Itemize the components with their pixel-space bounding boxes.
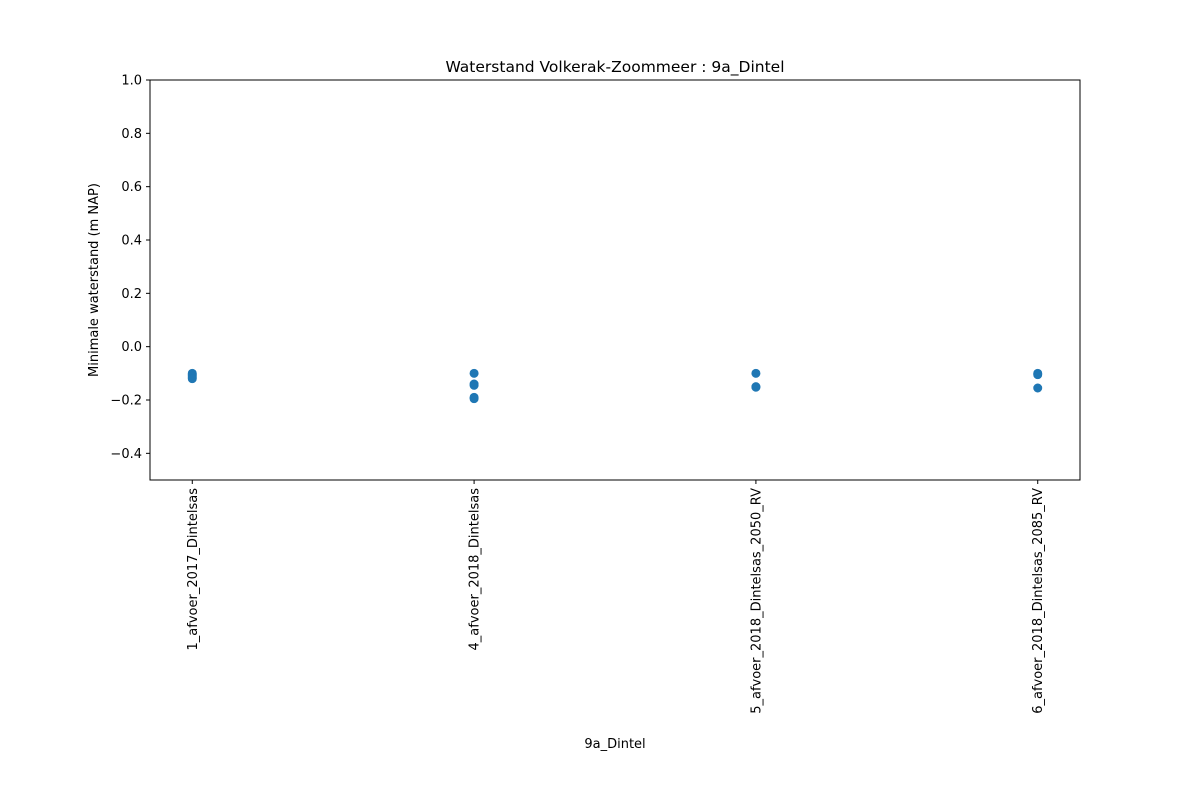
- chart-title: Waterstand Volkerak-Zoommeer : 9a_Dintel: [445, 58, 784, 77]
- data-point: [187, 374, 197, 384]
- x-tick-label: 1_afvoer_2017_Dintelsas: [186, 488, 201, 651]
- y-tick-label: 0.6: [121, 180, 142, 195]
- data-point: [1033, 370, 1043, 380]
- x-tick-label: 5_afvoer_2018_Dintelsas_2050_RV: [749, 488, 764, 714]
- y-tick-label: 0.4: [121, 234, 142, 249]
- data-point: [469, 394, 479, 404]
- y-tick-label: 0.2: [121, 287, 142, 302]
- data-point: [751, 382, 761, 392]
- y-axis: −0.4 −0.2 0.0 0.2 0.4 0.6 0.8 1.0: [110, 74, 150, 462]
- y-tick-label: 0.8: [121, 127, 142, 142]
- plot-area: [187, 368, 1043, 404]
- plot-frame: [149, 79, 1081, 481]
- data-point: [469, 368, 479, 378]
- y-tick-label: 1.0: [121, 74, 142, 89]
- data-point: [1033, 383, 1043, 393]
- y-tick-label: −0.4: [110, 447, 142, 462]
- x-axis-label: 9a_Dintel: [584, 737, 645, 752]
- y-axis-label: Minimale waterstand (m NAP): [87, 183, 102, 377]
- x-tick-label: 6_afvoer_2018_Dintelsas_2085_RV: [1031, 488, 1046, 714]
- y-tick-label: 0.0: [121, 340, 142, 355]
- x-tick-label: 4_afvoer_2018_Dintelsas: [468, 488, 483, 651]
- y-tick-label: −0.2: [110, 394, 142, 409]
- data-point: [469, 380, 479, 390]
- x-axis: 1_afvoer_2017_Dintelsas 4_afvoer_2018_Din…: [186, 480, 1046, 714]
- data-point: [751, 368, 761, 378]
